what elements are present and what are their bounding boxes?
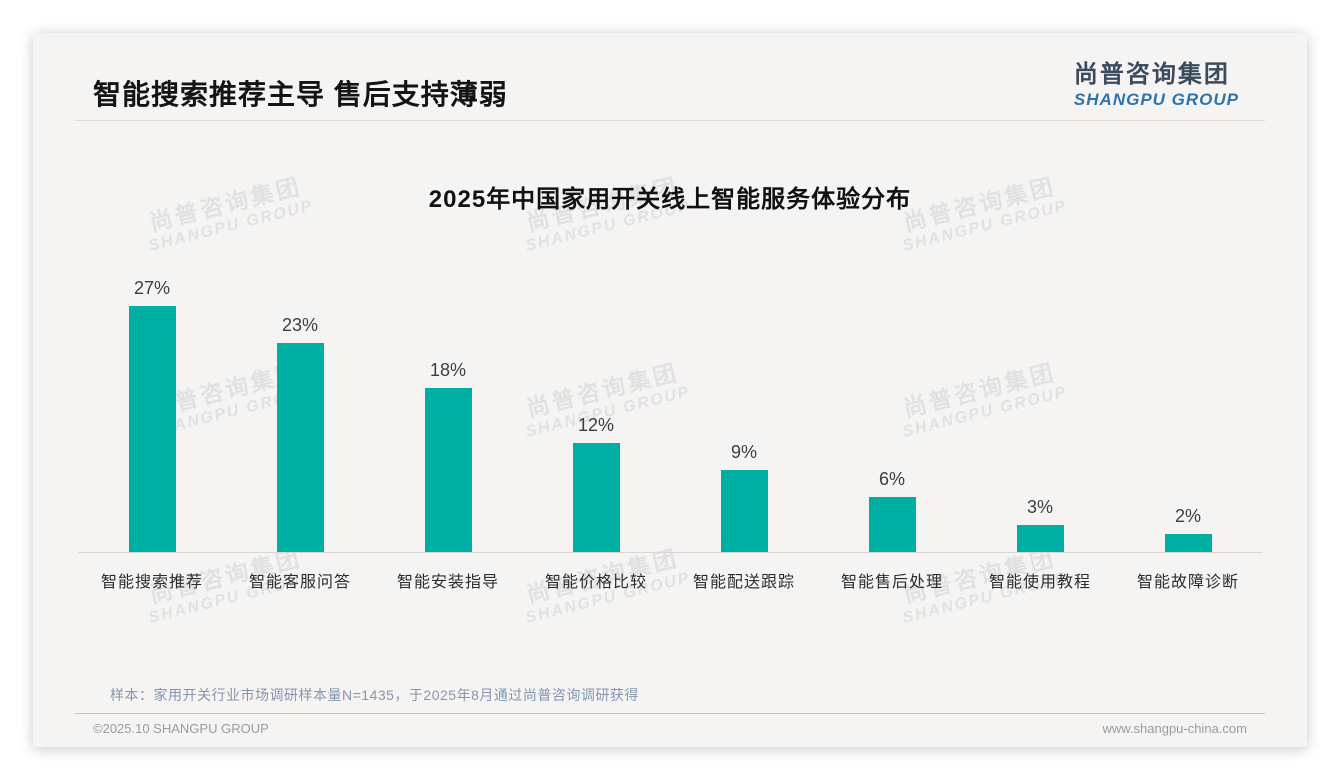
bar-value-label: 18%: [429, 360, 467, 380]
footer-website: www.shangpu-china.com: [1102, 721, 1247, 736]
bar-column: 3%: [966, 252, 1114, 552]
x-axis-label: 智能售后处理: [840, 574, 943, 591]
bar-value-label: 27%: [133, 278, 171, 298]
bar-column: 2%: [1114, 252, 1262, 552]
bar-value-label: 12%: [577, 415, 615, 435]
bar-value-label: 3%: [1026, 497, 1053, 517]
company-logo: 尚普咨询集团 SHANGPU GROUP: [1074, 61, 1239, 109]
x-axis-label: 智能配送跟踪: [692, 574, 795, 591]
bar-chart: 27% 23% 18% 12% 9% 6% 3% 2% 智能搜索推荐 智能客服问答 智能安装指导智…: [78, 252, 1262, 592]
x-axis-label: 智能搜索推荐: [100, 574, 203, 591]
x-axis-label: 智能价格比较: [544, 574, 647, 591]
bar-value-label: 6%: [878, 469, 905, 489]
bar: [868, 497, 916, 552]
x-axis-label: 智能使用教程: [988, 574, 1091, 591]
bar: [128, 306, 176, 552]
sample-note: 样本：家用开关行业市场调研样本量N=1435，于2025年8月通过尚普咨询调研获…: [110, 687, 639, 703]
page-title: 智能搜索推荐主导 售后支持薄弱: [93, 79, 508, 110]
x-axis-line: [78, 552, 1262, 553]
chart-title: 2025年中国家用开关线上智能服务体验分布: [428, 186, 912, 213]
bar-column: 23%: [226, 252, 374, 552]
bar: [1164, 534, 1212, 552]
bar: [276, 343, 324, 552]
bar: [572, 443, 620, 552]
bar: [424, 388, 472, 552]
bar-column: 18%: [374, 252, 522, 552]
slide-card: 尚普咨询集团 SHANGPU GROUP 尚普咨询集团 SHANGPU GROUP 尚普…: [33, 33, 1307, 747]
bar-value-label: 23%: [281, 315, 319, 335]
footer-divider: [75, 713, 1265, 714]
x-axis-label: 智能安装指导: [396, 574, 499, 591]
bar: [720, 470, 768, 552]
bar: [1016, 525, 1064, 552]
footer: ©2025.10 SHANGPU GROUP www.shangpu-china…: [93, 721, 1247, 736]
bars-area: 27% 23% 18% 12% 9% 6% 3% 2%: [78, 252, 1262, 552]
company-logo-english: SHANGPU GROUP: [1073, 89, 1239, 109]
bar-value-label: 2%: [1174, 506, 1201, 526]
title-divider: [75, 120, 1265, 121]
footer-copyright: ©2025.10 SHANGPU GROUP: [93, 721, 269, 736]
bar-column: 12%: [522, 252, 670, 552]
bar-column: 27%: [78, 252, 226, 552]
x-axis-label: 智能客服问答: [248, 574, 351, 591]
bar-column: 9%: [670, 252, 818, 552]
bar-value-label: 9%: [730, 442, 757, 462]
bar-column: 6%: [818, 252, 966, 552]
x-axis-labels: 智能搜索推荐 智能客服问答 智能安装指导 智能价格比较 智能配送跟踪 智能售后处理 智能使用…: [78, 568, 1262, 592]
company-logo-chinese: 尚普咨询集团: [1073, 61, 1230, 88]
x-axis-label: 智能故障诊断: [1136, 574, 1239, 591]
